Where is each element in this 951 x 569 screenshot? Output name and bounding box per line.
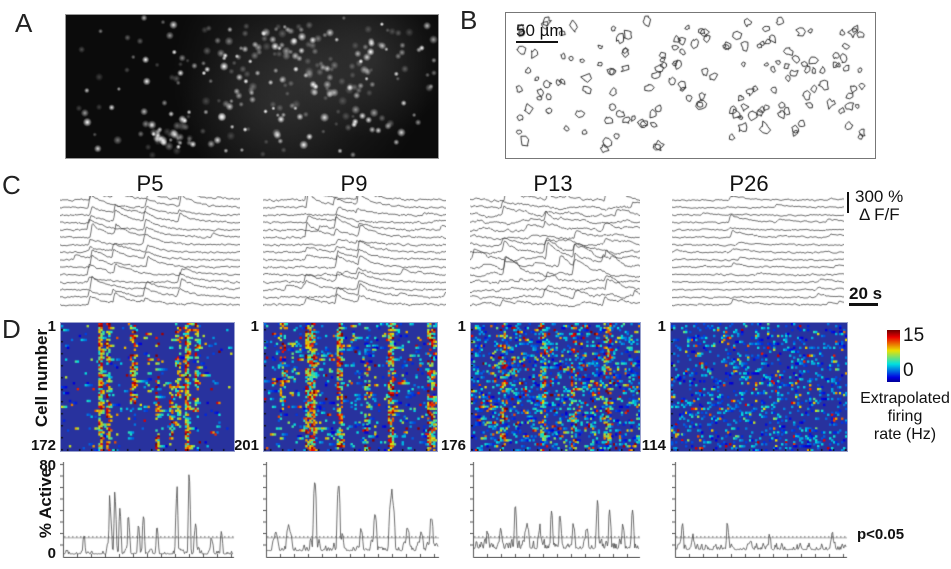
colorbar-title-line2: firing: [887, 408, 923, 425]
calcium-traces-p26: [672, 196, 844, 308]
scale-bar: [516, 41, 558, 43]
calcium-traces-p5: [60, 196, 240, 308]
raster3-cell-count: 176: [440, 437, 466, 454]
age-title-p5: P5: [136, 171, 164, 196]
age-title-p13: P13: [533, 171, 573, 196]
percent-active-p5: [60, 462, 235, 558]
percent-active-p9: [263, 462, 440, 558]
percent-active-p13: [470, 462, 641, 558]
cell-number-axis-label: Cell number: [32, 328, 51, 428]
panel-c-label: C: [2, 170, 21, 200]
calcium-traces-p9: [263, 196, 446, 308]
raster2-cell-count: 201: [233, 437, 259, 454]
panel-d-label: D: [2, 314, 21, 344]
significance-label: p<0.05: [857, 526, 905, 543]
raster3-first-cell: 1: [457, 318, 466, 335]
panel-a-label: A: [15, 8, 33, 38]
raster2-first-cell: 1: [250, 318, 259, 335]
colorbar-max: 15: [903, 325, 925, 346]
active-axis-max: 80: [39, 457, 56, 474]
colorbar-min: 0: [903, 360, 914, 381]
colorbar-title: Extrapolated firing rate (Hz): [857, 390, 951, 444]
amplitude-scale-bar: [847, 192, 849, 213]
colorbar-title-line1: Extrapolated: [860, 390, 950, 407]
raster1-cell-count: 172: [30, 437, 56, 454]
time-scale-bar: [849, 303, 878, 306]
time-scale-label: 20 s: [849, 284, 883, 303]
firing-raster-p5: [60, 322, 235, 452]
scale-bar-label: 50 µm: [516, 21, 564, 40]
raster4-cell-count: 114: [641, 437, 666, 454]
age-title-p26: P26: [729, 171, 769, 196]
active-axis-min: 0: [47, 545, 56, 562]
calcium-traces-p13: [470, 196, 640, 308]
amplitude-scale-value: 300 %: [855, 187, 904, 206]
raster4-first-cell: 1: [657, 318, 666, 335]
colorbar-title-line3: rate (Hz): [873, 426, 937, 443]
amplitude-scale-unit: Δ F/F: [859, 205, 900, 224]
panel-b-label: B: [460, 5, 478, 35]
active-axis-label: % Active: [36, 467, 55, 539]
colorbar: [887, 330, 900, 382]
firing-raster-p26: [670, 322, 848, 452]
cell-outline-map: [505, 12, 876, 159]
age-title-p9: P9: [340, 171, 368, 196]
raster1-first-cell: 1: [47, 318, 56, 335]
firing-raster-p9: [263, 322, 438, 452]
percent-active-p26: [672, 462, 848, 558]
fluorescence-image: [65, 14, 439, 159]
firing-raster-p13: [470, 322, 641, 452]
